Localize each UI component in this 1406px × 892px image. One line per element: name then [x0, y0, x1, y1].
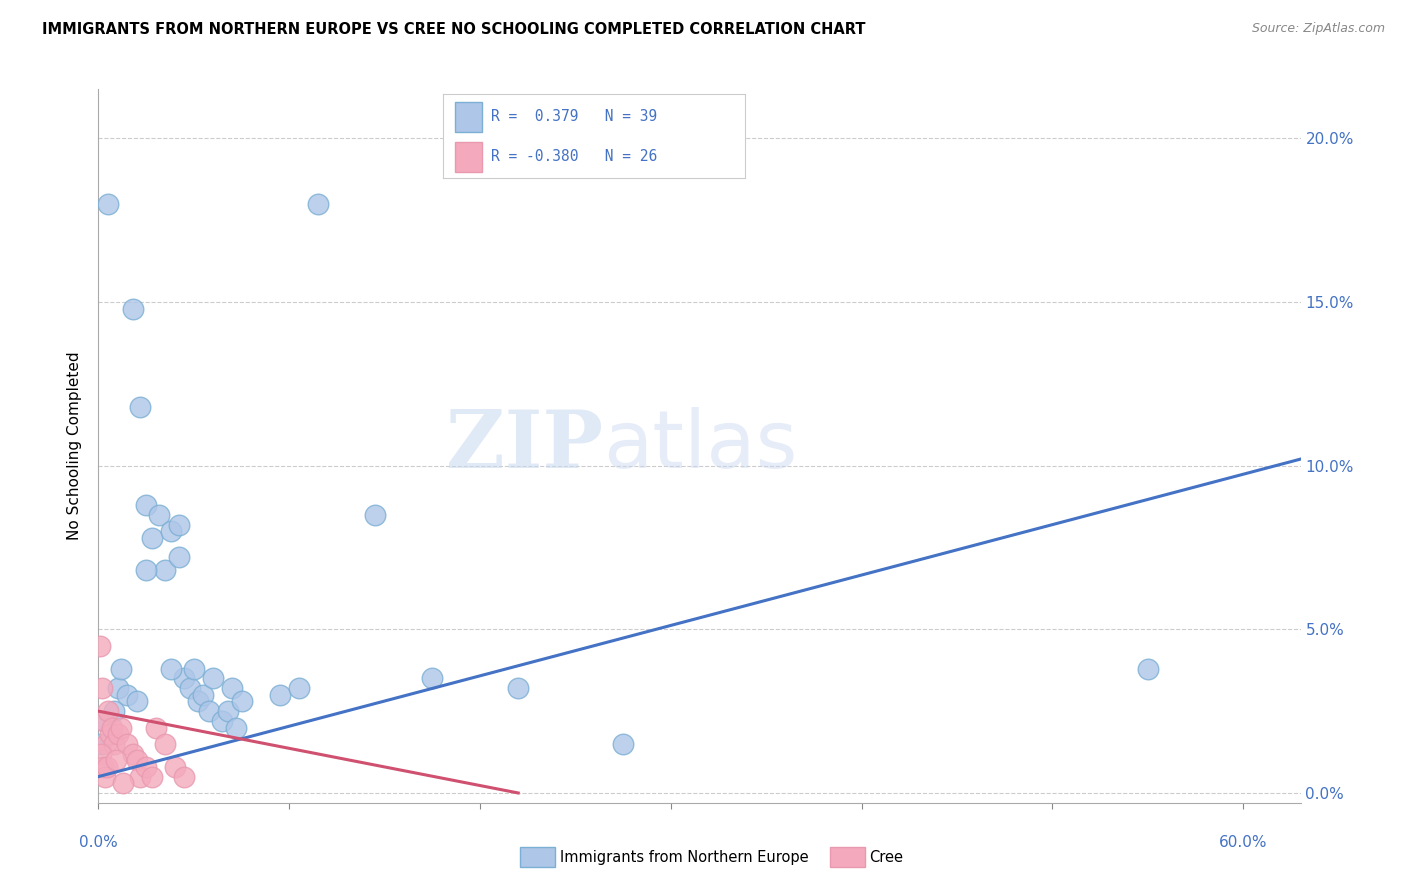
Point: [217, 704, 239, 718]
Point: [173, 672, 195, 686]
Text: Source: ZipAtlas.com: Source: ZipAtlas.com: [1251, 22, 1385, 36]
Point: [97, 704, 120, 718]
Point: [135, 563, 157, 577]
Point: [201, 672, 224, 686]
Text: ZIP: ZIP: [446, 407, 603, 485]
Text: R =  0.379   N = 39: R = 0.379 N = 39: [491, 110, 658, 125]
Point: [187, 694, 209, 708]
Point: [160, 524, 183, 538]
Point: [269, 688, 291, 702]
Point: [287, 681, 309, 696]
Point: [231, 694, 253, 708]
Text: Cree: Cree: [869, 850, 903, 864]
Point: [179, 681, 201, 696]
Point: [121, 301, 143, 316]
Point: [211, 714, 233, 728]
Text: R = -0.380   N = 26: R = -0.380 N = 26: [491, 149, 658, 164]
Point: [173, 770, 195, 784]
Point: [91, 681, 114, 696]
Point: [103, 704, 125, 718]
Point: [93, 714, 115, 728]
Text: Immigrants from Northern Europe: Immigrants from Northern Europe: [560, 850, 808, 864]
Point: [183, 662, 205, 676]
Point: [221, 681, 243, 696]
Point: [141, 531, 163, 545]
Point: [121, 747, 143, 761]
Point: [98, 727, 121, 741]
Point: [115, 688, 138, 702]
Bar: [456, 103, 482, 132]
Point: [135, 760, 157, 774]
Y-axis label: No Schooling Completed: No Schooling Completed: [67, 351, 83, 541]
Point: [364, 508, 387, 522]
Point: [125, 753, 148, 767]
Point: [163, 760, 186, 774]
Point: [96, 760, 118, 774]
Text: IMMIGRANTS FROM NORTHERN EUROPE VS CREE NO SCHOOLING COMPLETED CORRELATION CHART: IMMIGRANTS FROM NORTHERN EUROPE VS CREE …: [42, 22, 866, 37]
Point: [129, 400, 152, 414]
Point: [155, 737, 177, 751]
Point: [129, 770, 152, 784]
Point: [104, 753, 127, 767]
Point: [89, 639, 111, 653]
Point: [307, 196, 329, 211]
Point: [115, 737, 138, 751]
Point: [107, 727, 129, 741]
Point: [110, 662, 132, 676]
Point: [107, 681, 129, 696]
Point: [167, 550, 190, 565]
Point: [94, 770, 117, 784]
Point: [93, 714, 115, 728]
Point: [612, 737, 634, 751]
Point: [145, 721, 167, 735]
Point: [1136, 662, 1159, 676]
Text: 60.0%: 60.0%: [1219, 835, 1268, 850]
Point: [97, 196, 120, 211]
Text: atlas: atlas: [603, 407, 797, 485]
Point: [94, 737, 117, 751]
Text: 0.0%: 0.0%: [79, 835, 118, 850]
Point: [110, 721, 132, 735]
Point: [90, 747, 112, 761]
Bar: [456, 142, 482, 171]
Point: [101, 721, 124, 735]
Point: [90, 737, 112, 751]
Point: [135, 498, 157, 512]
Point: [160, 662, 183, 676]
Point: [508, 681, 530, 696]
Point: [198, 704, 221, 718]
Point: [103, 737, 125, 751]
Point: [141, 770, 163, 784]
Point: [155, 563, 177, 577]
Point: [148, 508, 170, 522]
Point: [225, 721, 247, 735]
Point: [193, 688, 215, 702]
Point: [91, 760, 114, 774]
Point: [125, 694, 148, 708]
Point: [167, 517, 190, 532]
Point: [422, 672, 444, 686]
Point: [112, 776, 135, 790]
